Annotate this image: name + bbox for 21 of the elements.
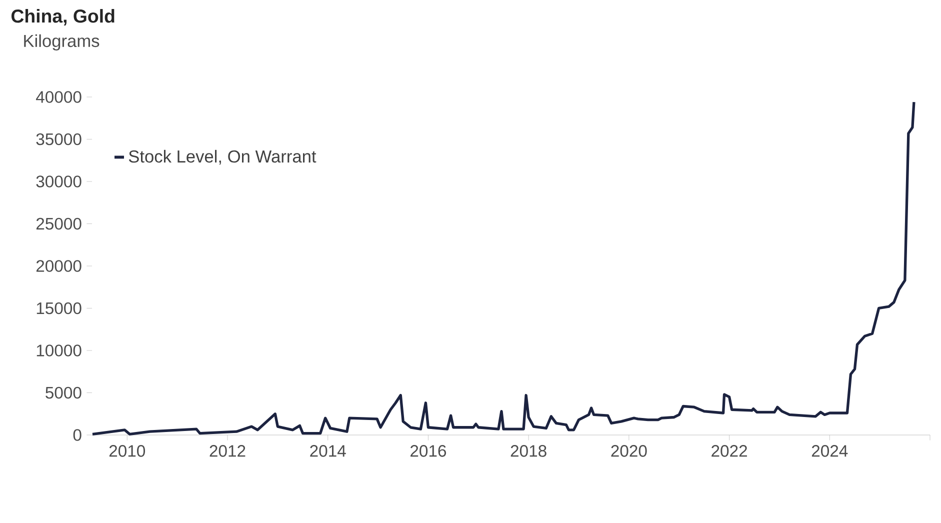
y-tick-label: 5000 [46, 386, 82, 399]
y-tick-label: 0 [73, 429, 82, 441]
x-tick-label: 2012 [210, 445, 246, 457]
x-tick-label: 2016 [410, 445, 446, 457]
y-tick-label: 10000 [36, 344, 82, 356]
y-tick-label: 25000 [36, 218, 82, 230]
x-tick-label: 2018 [510, 445, 546, 457]
y-tick-label: 40000 [36, 91, 82, 103]
y-tick-label: 15000 [36, 302, 82, 314]
chart-title: China, Gold [11, 9, 114, 26]
y-tick-label: 30000 [36, 176, 82, 188]
legend-label: Stock Level, On Warrant [128, 150, 316, 165]
line-series [91, 100, 916, 436]
x-tick-label: 2014 [310, 445, 346, 457]
y-tick-label: 35000 [36, 133, 82, 146]
y-axis-title: Kilograms [24, 34, 100, 51]
x-tick-label: 2022 [712, 445, 747, 457]
x-tick-label: 2024 [812, 445, 848, 457]
x-tick-label: 2010 [109, 445, 146, 457]
y-tick-label: 20000 [36, 260, 82, 272]
x-tick-label: 2020 [611, 445, 647, 457]
